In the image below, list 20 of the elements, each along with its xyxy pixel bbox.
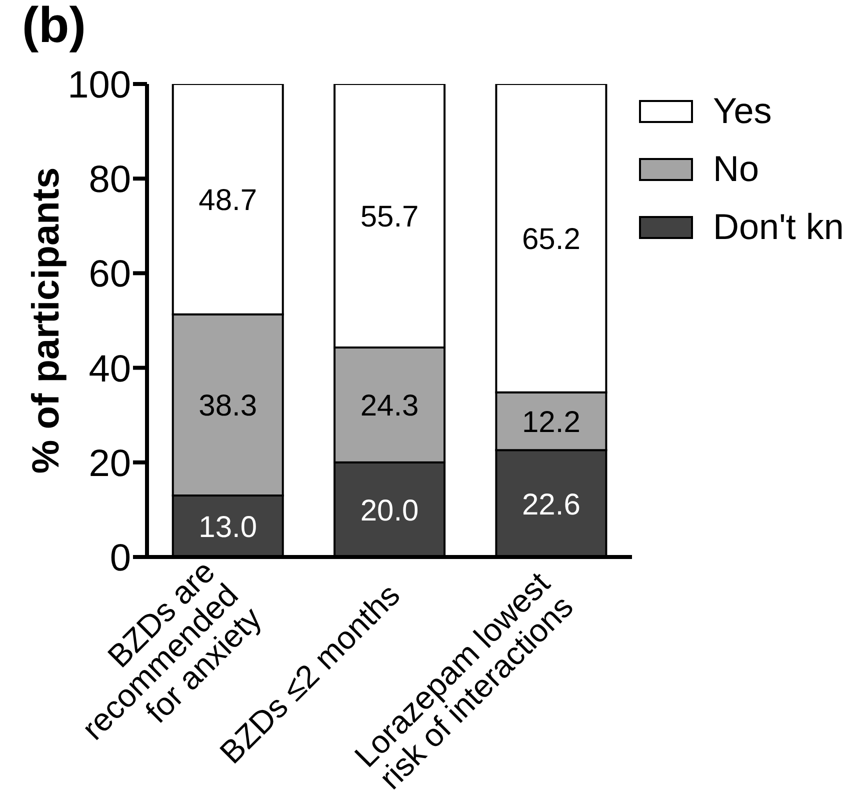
data-label: 65.2 (522, 223, 580, 256)
data-label: 55.7 (360, 200, 419, 234)
y-axis-title: % of participants (26, 167, 68, 474)
data-label: 38.3 (198, 390, 258, 423)
chart-title: (b) (22, 0, 86, 53)
y-tick-label: 0 (110, 537, 131, 580)
legend-label: No (713, 148, 760, 189)
y-tick-label: 20 (88, 442, 131, 485)
legend-label: Yes (713, 90, 772, 131)
data-label: 48.7 (198, 184, 258, 217)
data-label: 13.0 (198, 511, 258, 544)
y-tick-label: 80 (88, 159, 131, 202)
data-label: 12.2 (522, 406, 580, 440)
y-tick-label: 100 (68, 64, 131, 106)
y-tick-label: 60 (88, 254, 131, 296)
data-label: 22.6 (522, 488, 580, 522)
data-label: 20.0 (360, 494, 419, 528)
legend-label: Don't kn (713, 206, 844, 247)
data-label: 24.3 (360, 390, 419, 423)
y-tick-label: 40 (88, 348, 131, 390)
